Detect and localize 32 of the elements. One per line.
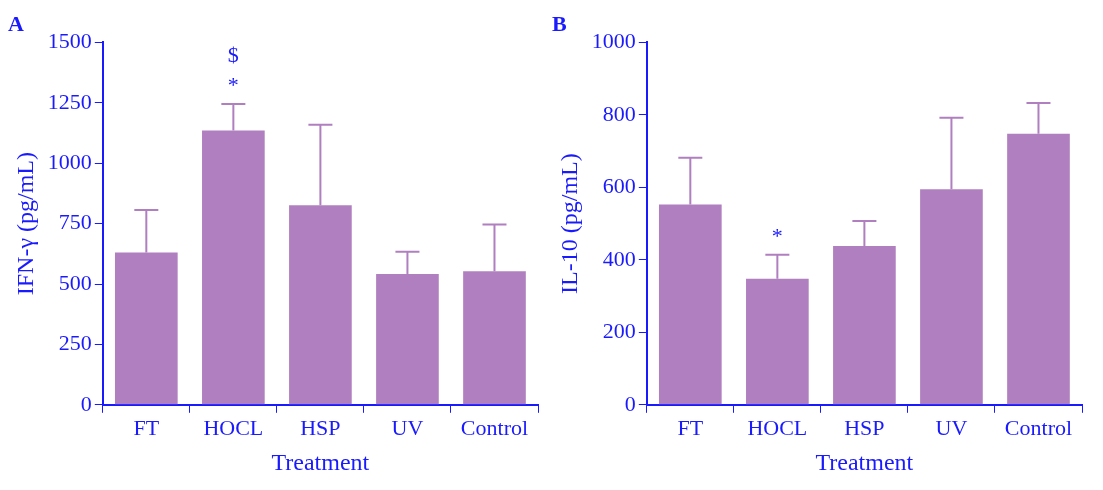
x-tick-label: UV xyxy=(935,414,968,440)
x-tick-label: HOCL xyxy=(203,414,264,440)
y-tick-label: 400 xyxy=(602,245,636,271)
y-tick-label: 1500 xyxy=(47,28,92,54)
x-tick-label: HSP xyxy=(300,414,341,440)
x-axis-title: Treatment xyxy=(815,448,914,475)
y-tick-label: 0 xyxy=(624,390,636,416)
x-tick-label: HOCL xyxy=(747,414,808,440)
annotation: $ xyxy=(227,41,239,67)
annotation: * xyxy=(227,71,239,97)
y-tick-label: 750 xyxy=(58,209,92,235)
y-tick-label: 800 xyxy=(602,100,636,126)
x-tick-label: FT xyxy=(133,414,160,440)
y-tick-label: 0 xyxy=(80,390,92,416)
x-tick-label: UV xyxy=(391,414,424,440)
chart-title: B xyxy=(552,10,567,36)
y-axis-title: IFN-γ (pg/mL) xyxy=(11,151,38,296)
chart-title: A xyxy=(8,10,24,36)
x-tick-label: Control xyxy=(1004,414,1073,440)
y-tick-label: 200 xyxy=(602,318,636,344)
x-tick-label: FT xyxy=(677,414,704,440)
y-tick-label: 600 xyxy=(602,173,636,199)
y-tick-label: 1000 xyxy=(47,148,92,174)
y-tick-label: 500 xyxy=(58,269,92,295)
y-axis-title: IL-10 (pg/mL) xyxy=(555,153,582,294)
x-tick-label: HSP xyxy=(844,414,885,440)
y-tick-label: 1250 xyxy=(47,88,92,114)
y-tick-label: 250 xyxy=(58,330,92,356)
annotation: * xyxy=(771,222,783,248)
x-tick-label: Control xyxy=(460,414,529,440)
y-tick-label: 1000 xyxy=(591,28,636,54)
x-axis-title: Treatment xyxy=(271,448,370,475)
